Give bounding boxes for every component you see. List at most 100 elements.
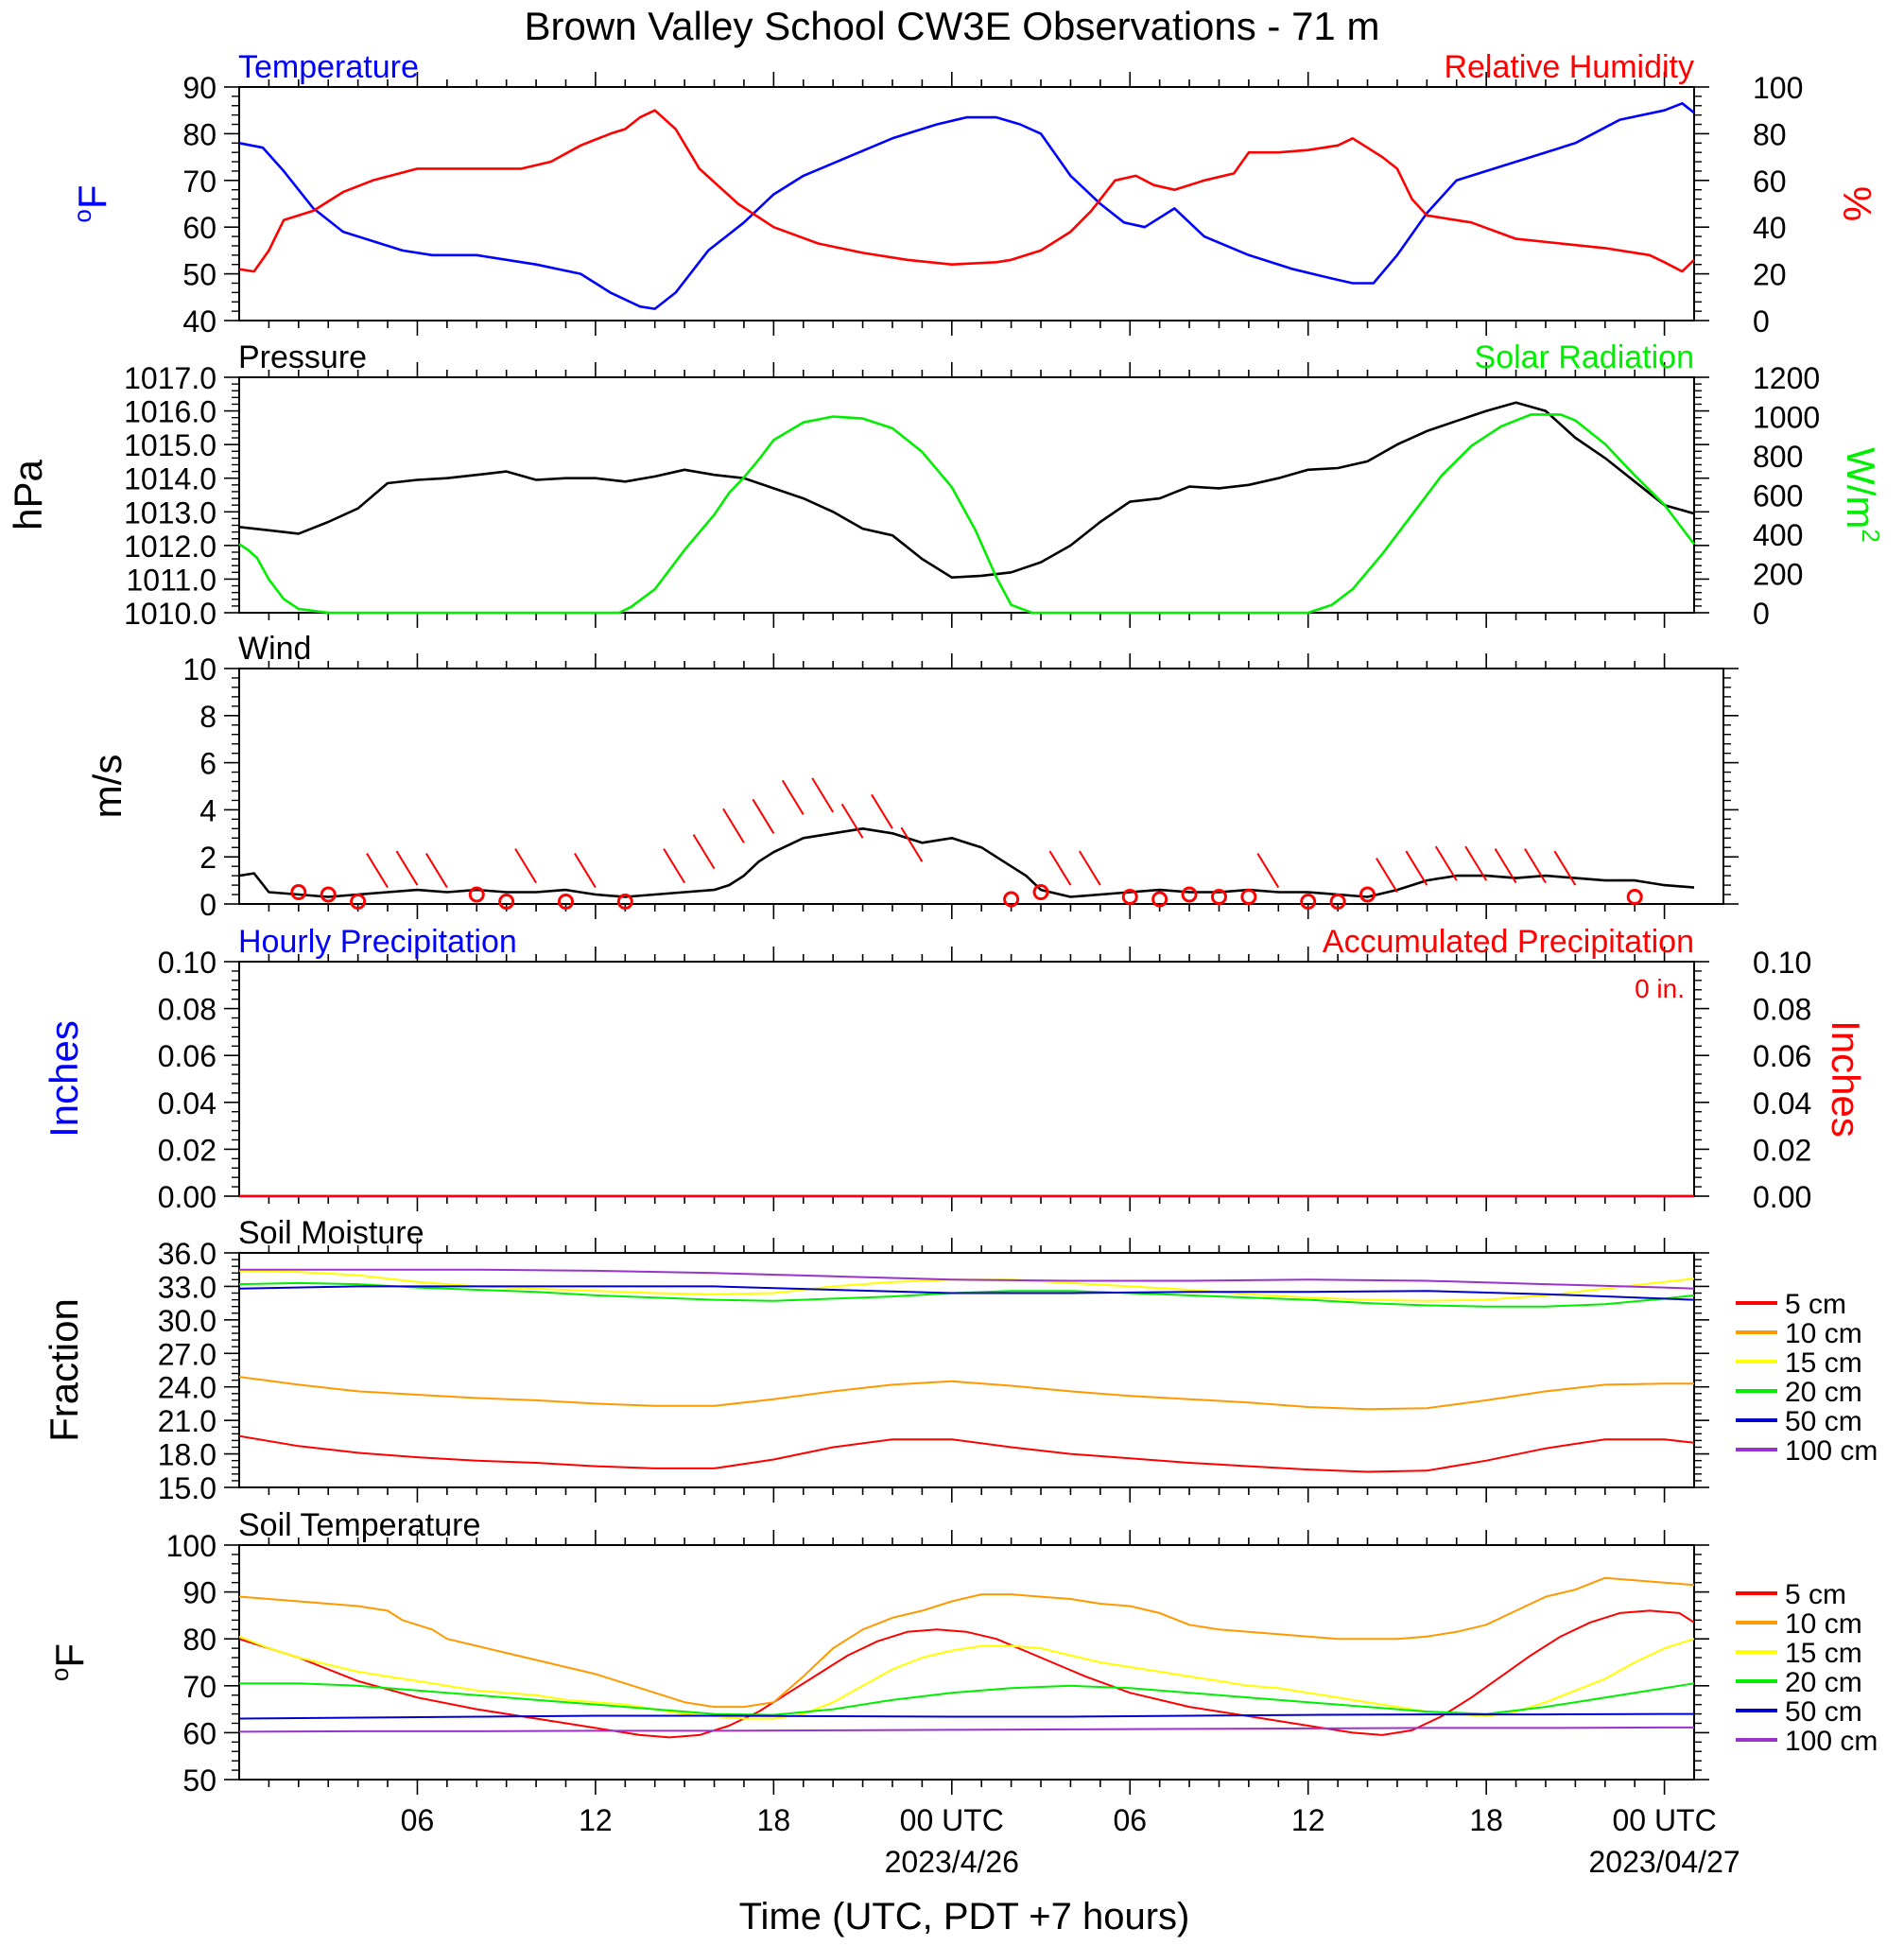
wind-calm-circle — [557, 894, 574, 911]
series-line-temperature — [238, 102, 1695, 310]
unit-base: W/m — [1839, 447, 1883, 529]
y-left-tick-label: 33.0 — [158, 1270, 216, 1304]
legend-label-5-cm: 5 cm — [1785, 1579, 1846, 1610]
series-line-relative-humidity — [238, 109, 1695, 273]
wind-barb — [722, 808, 745, 843]
wind-calm-circle — [498, 894, 515, 911]
y-left-tick-label: 60 — [182, 211, 216, 245]
wind-barb — [395, 850, 419, 886]
legend-label-50-cm: 50 cm — [1785, 1696, 1862, 1728]
y-right-tick-label: 0 — [1753, 304, 1770, 339]
y-right-tick-label: 400 — [1753, 518, 1803, 552]
y-left-tick-label: 6 — [199, 747, 216, 781]
legend-label-10-cm: 10 cm — [1785, 1608, 1862, 1640]
plot-frame — [238, 86, 1695, 321]
wind-calm-circle — [1240, 889, 1257, 906]
panel-pressure-solar: 1010.01011.01012.01013.01014.01015.01016… — [6, 339, 1885, 631]
y-left-tick-label: 100 — [166, 1529, 216, 1563]
y-left-axis-label: oF — [45, 1643, 92, 1681]
wind-calm-circle — [1626, 889, 1643, 906]
y-left-tick-label: 30.0 — [158, 1304, 216, 1338]
series-line-10-cm — [238, 1376, 1694, 1411]
y-right-tick-label: 0.04 — [1753, 1086, 1811, 1121]
y-left-tick-label: 50 — [182, 258, 216, 292]
x-tick-label: 18 — [757, 1803, 791, 1837]
y-left-tick-label: 0.08 — [158, 993, 216, 1027]
wind-calm-circle — [290, 884, 307, 901]
wind-calm-circle — [468, 886, 485, 903]
y-left-tick-label: 15.0 — [158, 1471, 216, 1505]
wind-calm-circle — [320, 886, 337, 903]
wind-barb — [781, 779, 805, 815]
legend-label-20-cm: 20 cm — [1785, 1667, 1862, 1698]
y-left-tick-label: 80 — [182, 117, 216, 151]
series-line-50-cm — [238, 1712, 1694, 1720]
y-left-tick-label: 1017.0 — [124, 361, 216, 395]
wind-calm-circle — [1210, 889, 1227, 906]
wind-barb — [900, 826, 924, 862]
y-left-tick-label: 2 — [199, 841, 216, 875]
y-right-tick-label: 1200 — [1753, 361, 1820, 395]
series-line-20-cm — [238, 1281, 1695, 1308]
panel-temperature-humidity: 40 50 60 70 80 90 0 20 40 60 80 100 Temperature Relat… — [68, 49, 1879, 339]
y-right-tick-label: 0.06 — [1753, 1039, 1811, 1073]
series-line-wind-speed — [238, 826, 1695, 898]
y-right-axis-label: % — [1835, 186, 1879, 221]
panel-title-right: Solar Radiation — [1475, 339, 1694, 375]
y-right-tick-label: 60 — [1753, 165, 1787, 199]
wind-barb — [752, 798, 775, 834]
y-left-tick-label: 70 — [182, 1670, 216, 1704]
y-right-tick-label: 80 — [1753, 117, 1787, 151]
series-line-5-cm — [238, 1434, 1695, 1473]
y-left-tick-label: 10 — [182, 652, 216, 686]
legend-label-50-cm: 50 cm — [1785, 1406, 1862, 1437]
x-tick-label: 12 — [1291, 1803, 1325, 1837]
wind-barb — [663, 848, 685, 884]
wind-barb — [1464, 845, 1487, 881]
series-line-10-cm — [238, 1576, 1695, 1709]
y-left-tick-label: 1014.0 — [124, 462, 216, 496]
wind-barb — [1434, 845, 1458, 881]
degree-mark: o — [45, 1668, 74, 1681]
wind-barb — [1524, 848, 1547, 884]
series-line-50-cm — [238, 1285, 1695, 1301]
wind-barb — [1048, 850, 1072, 886]
panel-title-right: Accumulated Precipitation — [1323, 924, 1694, 960]
wind-barb — [1376, 858, 1398, 894]
x-axis-title: Time (UTC, PDT +7 hours) — [739, 1896, 1190, 1937]
y-left-tick-label: 1016.0 — [124, 395, 216, 429]
x-date-label: 2023/4/26 — [885, 1845, 1019, 1879]
y-left-tick-label: 0.00 — [158, 1180, 216, 1214]
wind-barb — [1256, 853, 1280, 889]
y-right-tick-label: 800 — [1753, 440, 1803, 474]
y-right-tick-label: 0.02 — [1753, 1133, 1811, 1167]
x-tick-label: 06 — [1113, 1803, 1147, 1837]
x-tick-label: 06 — [401, 1803, 435, 1837]
y-left-tick-label: 36.0 — [158, 1237, 216, 1271]
wind-barb — [871, 793, 893, 829]
wind-barb — [574, 853, 597, 889]
y-left-tick-label: 8 — [199, 700, 216, 734]
y-left-axis-label: Inches — [42, 1020, 86, 1138]
y-left-tick-label: 1010.0 — [124, 597, 216, 631]
y-left-tick-label: 27.0 — [158, 1337, 216, 1371]
y-right-tick-label: 20 — [1753, 258, 1787, 292]
degree-mark: o — [68, 209, 96, 222]
wind-calm-circle — [1121, 889, 1138, 906]
wind-calm-circle — [1032, 884, 1049, 901]
wind-barb — [811, 777, 835, 813]
panel-soil-moisture: 15.018.021.024.027.030.033.036.0 Soil Moi… — [42, 1215, 1878, 1505]
precip-total-annotation: 0 in. — [1635, 974, 1685, 1003]
y-right-tick-label: 0.00 — [1753, 1180, 1811, 1214]
unit-letter: F — [70, 184, 114, 209]
y-right-axis-label: Inches — [1824, 1020, 1868, 1138]
y-left-tick-label: 18.0 — [158, 1438, 216, 1472]
y-left-tick-label: 21.0 — [158, 1404, 216, 1438]
wind-calm-circle — [1151, 891, 1168, 908]
legend-label-100-cm: 100 cm — [1785, 1435, 1878, 1467]
y-left-tick-label: 70 — [182, 165, 216, 199]
panel-title-right: Relative Humidity — [1444, 49, 1694, 85]
x-tick-label: 00 UTC — [1612, 1803, 1716, 1837]
wind-barb — [1078, 850, 1101, 886]
